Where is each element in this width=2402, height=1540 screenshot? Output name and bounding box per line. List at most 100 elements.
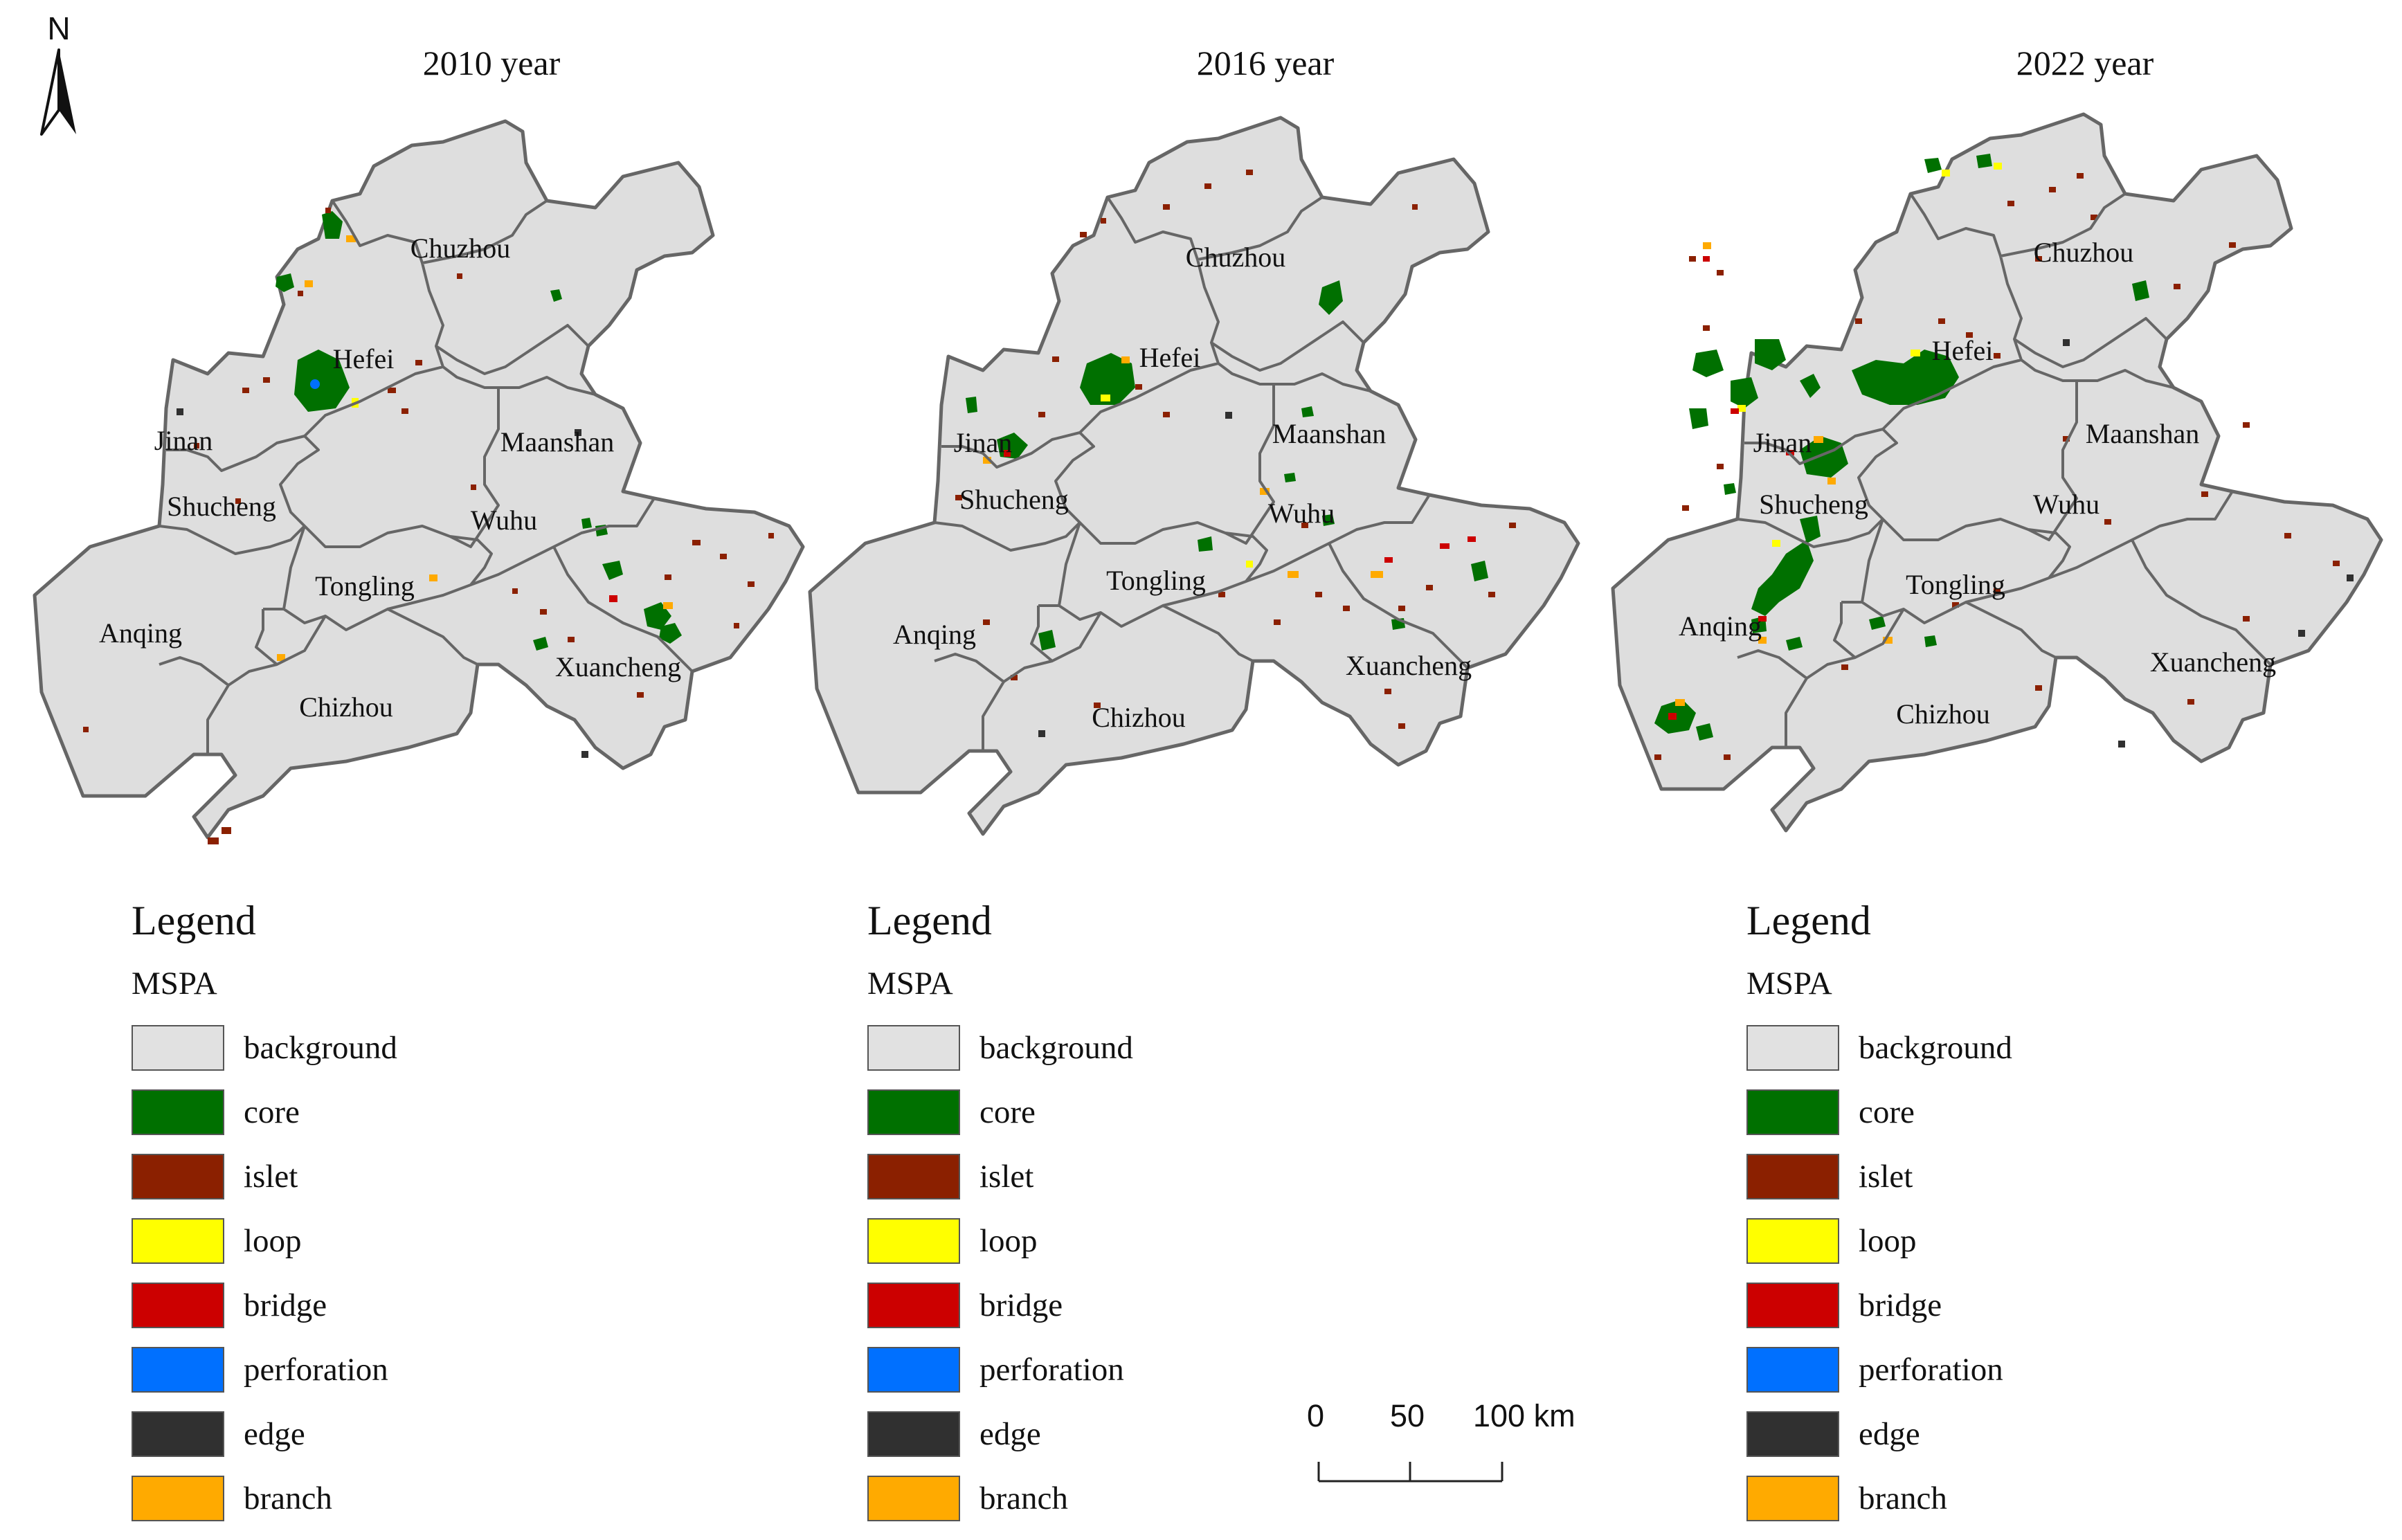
region-outline: [810, 118, 1578, 834]
legend-item-perforation: perforation: [867, 1337, 1133, 1402]
city-label-hefei: Hefei: [1932, 335, 1994, 366]
legend-label: loop: [1859, 1222, 1917, 1259]
legend-title: Legend: [132, 898, 256, 943]
legend-item-core: core: [1746, 1080, 2012, 1144]
swatch-core: [867, 1089, 960, 1135]
legend-2016: Legend MSPA background core islet loop b…: [867, 900, 1133, 1530]
legend-item-background: background: [1746, 1015, 2012, 1080]
north-arrow: N: [35, 12, 83, 145]
legend-item-islet: islet: [132, 1144, 397, 1208]
city-label-chuzhou: Chuzhou: [2034, 237, 2133, 268]
city-label-wuhu: Wuhu: [471, 505, 537, 536]
legend-label: branch: [1859, 1480, 1947, 1516]
swatch-bridge: [1746, 1282, 1839, 1328]
city-label-xuancheng: Xuancheng: [1346, 650, 1472, 681]
legend-label: loop: [979, 1222, 1038, 1259]
swatch-loop: [132, 1217, 224, 1264]
city-label-chuzhou: Chuzhou: [1186, 242, 1285, 273]
swatch-core: [132, 1089, 224, 1135]
city-label-maanshan: Maanshan: [2086, 418, 2199, 449]
city-label-anqing: Anqing: [893, 619, 976, 650]
legend-2022: Legend MSPA background core islet loop b…: [1746, 900, 2012, 1530]
legend-item-loop: loop: [867, 1208, 1133, 1273]
city-label-wuhu: Wuhu: [2033, 489, 2100, 520]
swatch-background: [1746, 1024, 1839, 1071]
swatch-loop: [1746, 1217, 1839, 1264]
city-label-tongling: Tongling: [315, 570, 415, 601]
legend-label: bridge: [244, 1287, 327, 1323]
map-panel-2022: Chuzhou Hefei Jinan Maanshan Shucheng Wu…: [1613, 114, 2381, 831]
scale-label-0: 0: [1307, 1398, 1325, 1433]
legend-label: core: [1859, 1094, 1915, 1130]
legend-item-branch: branch: [1746, 1466, 2012, 1530]
legend-item-bridge: bridge: [1746, 1273, 2012, 1337]
panel-title-2022: 2022 year: [2016, 44, 2154, 82]
city-label-jinan: Jinan: [1753, 427, 1812, 458]
legend-label: core: [244, 1094, 300, 1130]
swatch-background: [867, 1024, 960, 1071]
city-label-xuancheng: Xuancheng: [555, 651, 681, 682]
city-label-tongling: Tongling: [1906, 569, 2005, 600]
legend-item-edge: edge: [1746, 1402, 2012, 1466]
legend-label: edge: [244, 1415, 305, 1452]
legend-title: Legend: [867, 898, 992, 943]
legend-item-background: background: [867, 1015, 1133, 1080]
swatch-perforation: [867, 1346, 960, 1393]
legend-subtitle: MSPA: [867, 966, 953, 1002]
north-arrow-icon: [40, 48, 76, 136]
swatch-branch: [132, 1475, 224, 1521]
swatch-islet: [132, 1153, 224, 1199]
panel-title-2010: 2010 year: [422, 44, 561, 82]
legend-item-edge: edge: [867, 1402, 1133, 1466]
city-label-shucheng: Shucheng: [1759, 489, 1868, 520]
city-label-chizhou: Chizhou: [1896, 698, 1990, 730]
scale-label-50: 50: [1390, 1398, 1425, 1433]
city-label-maanshan: Maanshan: [1272, 418, 1386, 449]
swatch-core: [1746, 1089, 1839, 1135]
legend-item-core: core: [132, 1080, 397, 1144]
legend-item-loop: loop: [1746, 1208, 2012, 1273]
map-panel-2010: Chuzhou Hefei Jinan Maanshan Shucheng Wu…: [35, 121, 803, 844]
legend-item-perforation: perforation: [132, 1337, 397, 1402]
legend-label: loop: [244, 1222, 302, 1259]
legend-2010: Legend MSPA background core islet loop b…: [132, 900, 397, 1530]
city-label-hefei: Hefei: [333, 343, 395, 374]
legend-label: background: [1859, 1029, 2012, 1066]
city-label-anqing: Anqing: [1679, 610, 1762, 642]
city-label-shucheng: Shucheng: [167, 491, 276, 522]
region-outline: [1613, 114, 2381, 831]
city-label-jinan: Jinan: [154, 425, 213, 456]
city-label-chizhou: Chizhou: [299, 691, 393, 723]
swatch-bridge: [132, 1282, 224, 1328]
city-label-wuhu: Wuhu: [1268, 498, 1335, 529]
swatch-edge: [132, 1411, 224, 1457]
legend-subtitle: MSPA: [132, 966, 217, 1002]
legend-label: branch: [979, 1480, 1068, 1516]
legend-label: islet: [244, 1158, 298, 1195]
legend-label: branch: [244, 1480, 332, 1516]
legend-label: islet: [1859, 1158, 1913, 1195]
legend-label: background: [244, 1029, 397, 1066]
legend-item-perforation: perforation: [1746, 1337, 2012, 1402]
scale-label-100: 100 km: [1473, 1398, 1575, 1433]
swatch-bridge: [867, 1282, 960, 1328]
panel-title-2016: 2016 year: [1196, 44, 1335, 82]
legend-item-branch: branch: [132, 1466, 397, 1530]
legend-item-branch: branch: [867, 1466, 1133, 1530]
legend-item-bridge: bridge: [867, 1273, 1133, 1337]
city-label-chuzhou: Chuzhou: [410, 233, 510, 264]
city-label-hefei: Hefei: [1139, 342, 1201, 373]
legend-label: core: [979, 1094, 1036, 1130]
legend-item-edge: edge: [132, 1402, 397, 1466]
city-label-chizhou: Chizhou: [1092, 702, 1186, 733]
swatch-background: [132, 1024, 224, 1071]
legend-item-bridge: bridge: [132, 1273, 397, 1337]
legend-item-islet: islet: [867, 1144, 1133, 1208]
legend-label: islet: [979, 1158, 1034, 1195]
legend-subtitle: MSPA: [1746, 966, 1832, 1002]
region-outline: [35, 121, 803, 837]
city-label-tongling: Tongling: [1106, 565, 1206, 596]
legend-item-loop: loop: [132, 1208, 397, 1273]
city-label-shucheng: Shucheng: [959, 484, 1069, 515]
